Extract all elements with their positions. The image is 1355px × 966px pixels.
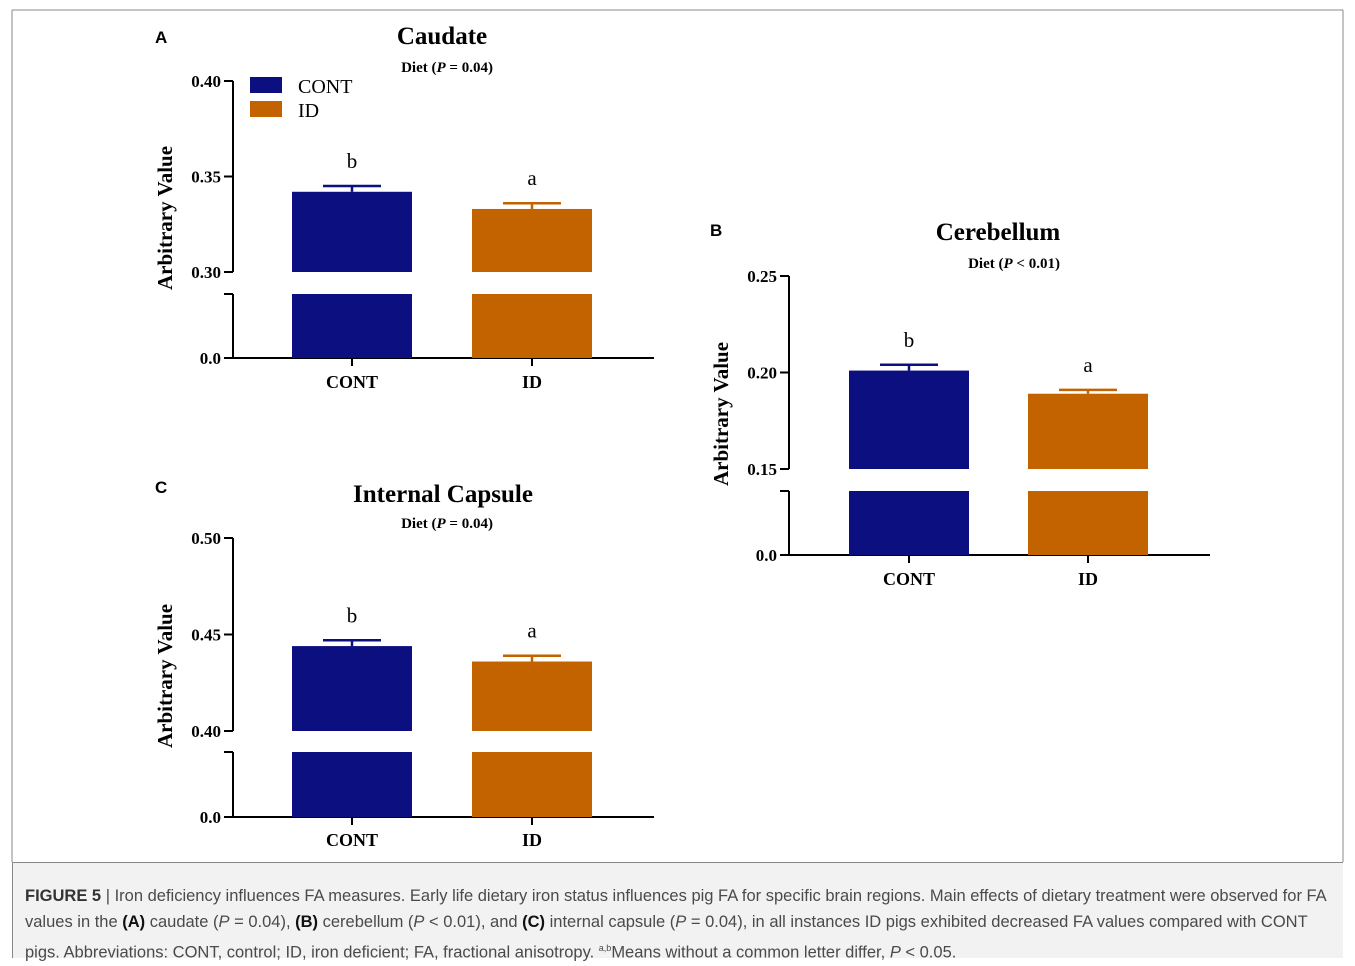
- y-tick-label: 0.15: [747, 460, 777, 479]
- x-tick-label: ID: [522, 372, 542, 392]
- legend-swatch-cont: [250, 77, 282, 93]
- y-tick-label: 0.0: [200, 808, 221, 827]
- legend-label-id: ID: [298, 100, 319, 122]
- chart-subtitle: Diet (P < 0.01): [968, 256, 1060, 272]
- significance-letter: b: [347, 149, 358, 173]
- bar-id-base: [1028, 491, 1148, 555]
- x-tick-label: CONT: [326, 830, 378, 850]
- chart-subtitle: Diet (P = 0.04): [401, 60, 493, 76]
- caption-p: P: [413, 913, 425, 931]
- y-tick-label: 0.40: [191, 722, 221, 741]
- bar-cont: [292, 191, 412, 272]
- y-tick-label: 0.40: [191, 72, 221, 91]
- x-tick-label: CONT: [883, 569, 935, 589]
- x-tick-label: CONT: [326, 372, 378, 392]
- panel-letter: B: [710, 221, 722, 240]
- x-tick-label: ID: [522, 830, 542, 850]
- caption-superscript: a,b: [598, 943, 612, 953]
- y-axis-label: Arbitrary Value: [153, 604, 177, 748]
- caption-text: Iron deficiency influences FA measures. …: [25, 887, 1326, 931]
- significance-letter: b: [904, 328, 915, 352]
- panel-cerebellum: B Cerebellum Diet (P < 0.01) Arbitrary V…: [709, 219, 1210, 589]
- significance-letter: b: [347, 603, 358, 627]
- panel-letter: A: [155, 28, 167, 47]
- panel-letter: C: [155, 478, 167, 497]
- bar-cont: [292, 646, 412, 731]
- bar-id-base: [472, 752, 592, 817]
- caption-p: P: [218, 913, 230, 931]
- legend-swatch-id: [250, 101, 282, 117]
- x-tick-label: ID: [1078, 569, 1098, 589]
- y-tick-label: 0.0: [200, 349, 221, 368]
- bar-cont: [849, 370, 969, 469]
- y-tick-label: 0.30: [191, 263, 221, 282]
- chart-title: Cerebellum: [936, 219, 1061, 246]
- chart-subtitle: Diet (P = 0.04): [401, 516, 493, 532]
- significance-letter: a: [1083, 353, 1093, 377]
- y-tick-label: 0.45: [191, 626, 221, 645]
- significance-letter: a: [527, 166, 537, 190]
- bar-id: [1028, 393, 1148, 469]
- chart-title: Caudate: [397, 23, 487, 50]
- panel-caudate: A Caudate Diet (P = 0.04) Arbitrary Valu…: [153, 23, 654, 392]
- y-tick-label: 0.50: [191, 529, 221, 548]
- caption-text: = 0.04), in all instances ID pigs exhibi…: [25, 913, 1308, 962]
- caption-text: internal capsule (: [545, 913, 676, 931]
- panel-internal-capsule: C Internal Capsule Diet (P = 0.04) Arbit…: [153, 478, 654, 850]
- caption-label: FIGURE 5: [25, 887, 102, 905]
- y-axis-label: Arbitrary Value: [709, 342, 733, 486]
- chart-title: Internal Capsule: [353, 481, 533, 508]
- caption-text: < 0.05.: [900, 943, 957, 962]
- caption-text: Means without a common letter differ,: [611, 943, 890, 962]
- caption-ref-b: (B): [295, 913, 319, 931]
- bar-id-base: [472, 294, 592, 358]
- bar-cont-base: [292, 752, 412, 817]
- figure-caption: FIGURE 5 | Iron deficiency influences FA…: [12, 862, 1343, 962]
- bar-id: [472, 661, 592, 731]
- caption-ref-c: (C): [522, 913, 546, 931]
- y-tick-label: 0.25: [747, 267, 777, 286]
- caption-text: caudate (: [145, 913, 219, 931]
- caption-separator: |: [101, 887, 115, 905]
- significance-letter: a: [527, 619, 537, 643]
- legend-label-cont: CONT: [298, 76, 352, 98]
- y-tick-label: 0.20: [747, 364, 777, 383]
- caption-p: P: [889, 943, 901, 962]
- y-tick-label: 0.35: [191, 168, 221, 187]
- caption-ref-a: (A): [122, 913, 146, 931]
- y-tick-label: 0.0: [756, 546, 777, 565]
- bar-cont-base: [849, 491, 969, 555]
- caption-text: < 0.01), and: [424, 913, 523, 931]
- caption-text: cerebellum (: [318, 913, 414, 931]
- caption-p: P: [675, 913, 687, 931]
- y-axis-label: Arbitrary Value: [153, 146, 177, 290]
- bar-cont-base: [292, 294, 412, 358]
- caption-text: = 0.04),: [229, 913, 296, 931]
- bar-id: [472, 208, 592, 272]
